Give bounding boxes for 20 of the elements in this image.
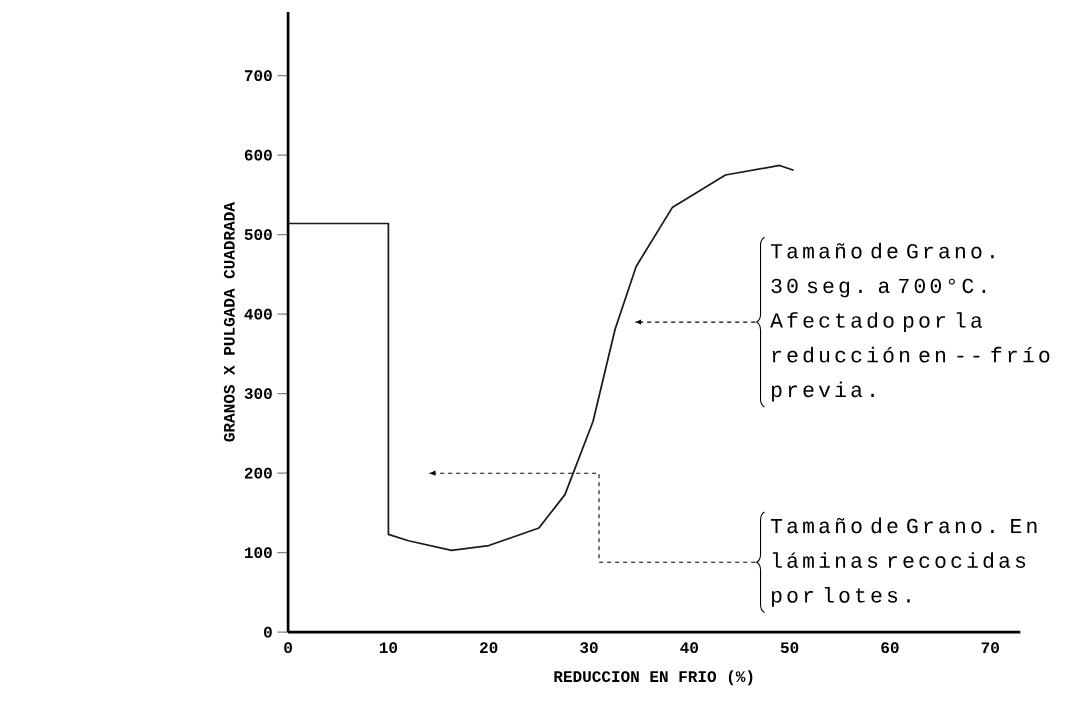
x-tick-label: 20 <box>480 642 498 653</box>
x-tick-label: 70 <box>981 642 999 653</box>
y-axis-title: GRANOS X PULGADA CUADRADA <box>223 201 235 442</box>
y-tick-label: 400 <box>244 308 272 320</box>
y-tick-label: 300 <box>244 388 272 400</box>
x-axis-title: REDUCCION EN FRIO (%) <box>554 670 753 686</box>
y-tick-label: 0 <box>264 626 272 638</box>
x-tick-label: 40 <box>680 642 698 653</box>
y-tick-label: 700 <box>244 70 272 81</box>
y-tick-label: 200 <box>244 467 272 479</box>
y-tick-label: 500 <box>244 229 272 240</box>
annotation: Tamaño de Grano. En láminas recocidas por lotes. <box>770 517 1037 607</box>
x-tick-label: 0 <box>284 642 292 653</box>
y-tick-label: 100 <box>244 547 272 558</box>
x-tick-label: 60 <box>881 642 899 653</box>
x-tick-label: 30 <box>580 642 598 654</box>
y-tick-label: 600 <box>244 149 272 161</box>
x-tick-label: 50 <box>780 642 799 653</box>
x-tick-label: 10 <box>379 642 398 653</box>
annotation: Tamaño de Grano. 30 seg. a 700°C. Afectado por la reducción en -- frío previa. <box>770 242 1050 402</box>
